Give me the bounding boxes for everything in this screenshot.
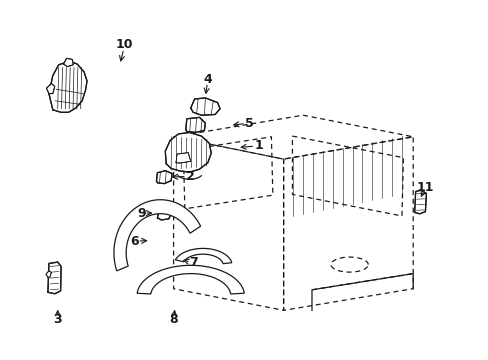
Polygon shape — [157, 210, 171, 220]
Polygon shape — [46, 271, 51, 277]
Text: 8: 8 — [169, 313, 178, 326]
Text: 11: 11 — [416, 181, 433, 194]
Polygon shape — [63, 58, 73, 67]
Polygon shape — [137, 265, 244, 294]
Text: 10: 10 — [116, 39, 133, 51]
Polygon shape — [114, 200, 200, 271]
Polygon shape — [414, 190, 426, 214]
Polygon shape — [190, 98, 220, 115]
Text: 6: 6 — [130, 235, 139, 248]
Text: 3: 3 — [53, 313, 62, 326]
Polygon shape — [49, 61, 87, 112]
Polygon shape — [48, 262, 61, 294]
Text: 2: 2 — [186, 170, 195, 183]
Text: 4: 4 — [203, 73, 212, 86]
Text: 5: 5 — [244, 117, 253, 130]
Polygon shape — [156, 171, 172, 184]
Text: 9: 9 — [137, 207, 146, 220]
Text: 1: 1 — [254, 139, 263, 152]
Text: 7: 7 — [188, 256, 197, 269]
Polygon shape — [185, 117, 205, 132]
Polygon shape — [165, 132, 211, 172]
Polygon shape — [175, 248, 231, 264]
Polygon shape — [176, 153, 190, 163]
Polygon shape — [46, 84, 55, 94]
